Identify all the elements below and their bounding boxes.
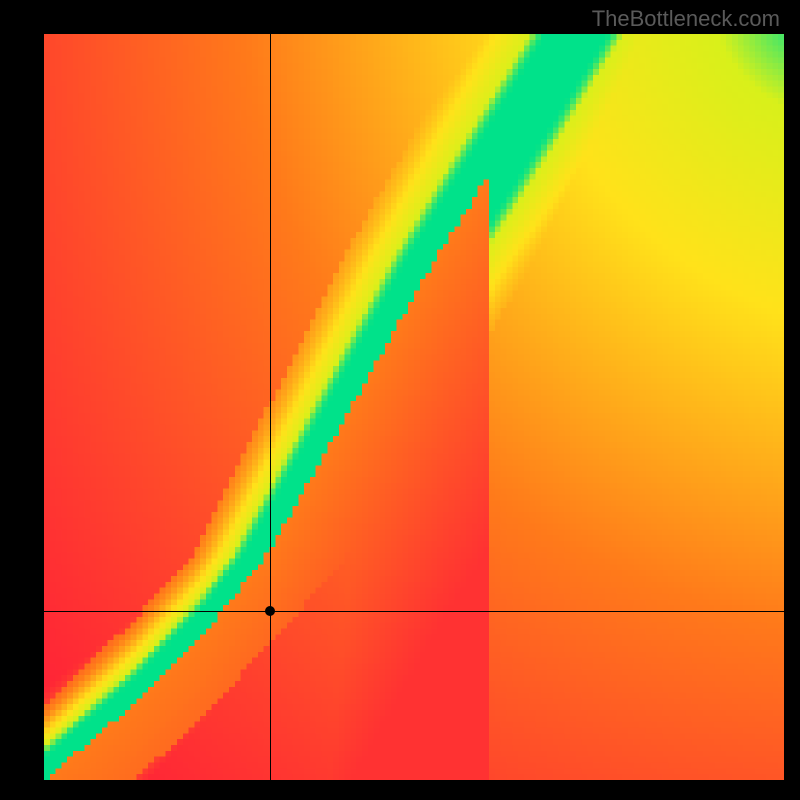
watermark-text: TheBottleneck.com — [592, 6, 780, 32]
heatmap-canvas — [44, 34, 784, 780]
marker-dot — [265, 606, 275, 616]
plot-frame — [44, 34, 784, 780]
crosshair-horizontal — [44, 611, 784, 612]
crosshair-vertical — [270, 34, 271, 780]
